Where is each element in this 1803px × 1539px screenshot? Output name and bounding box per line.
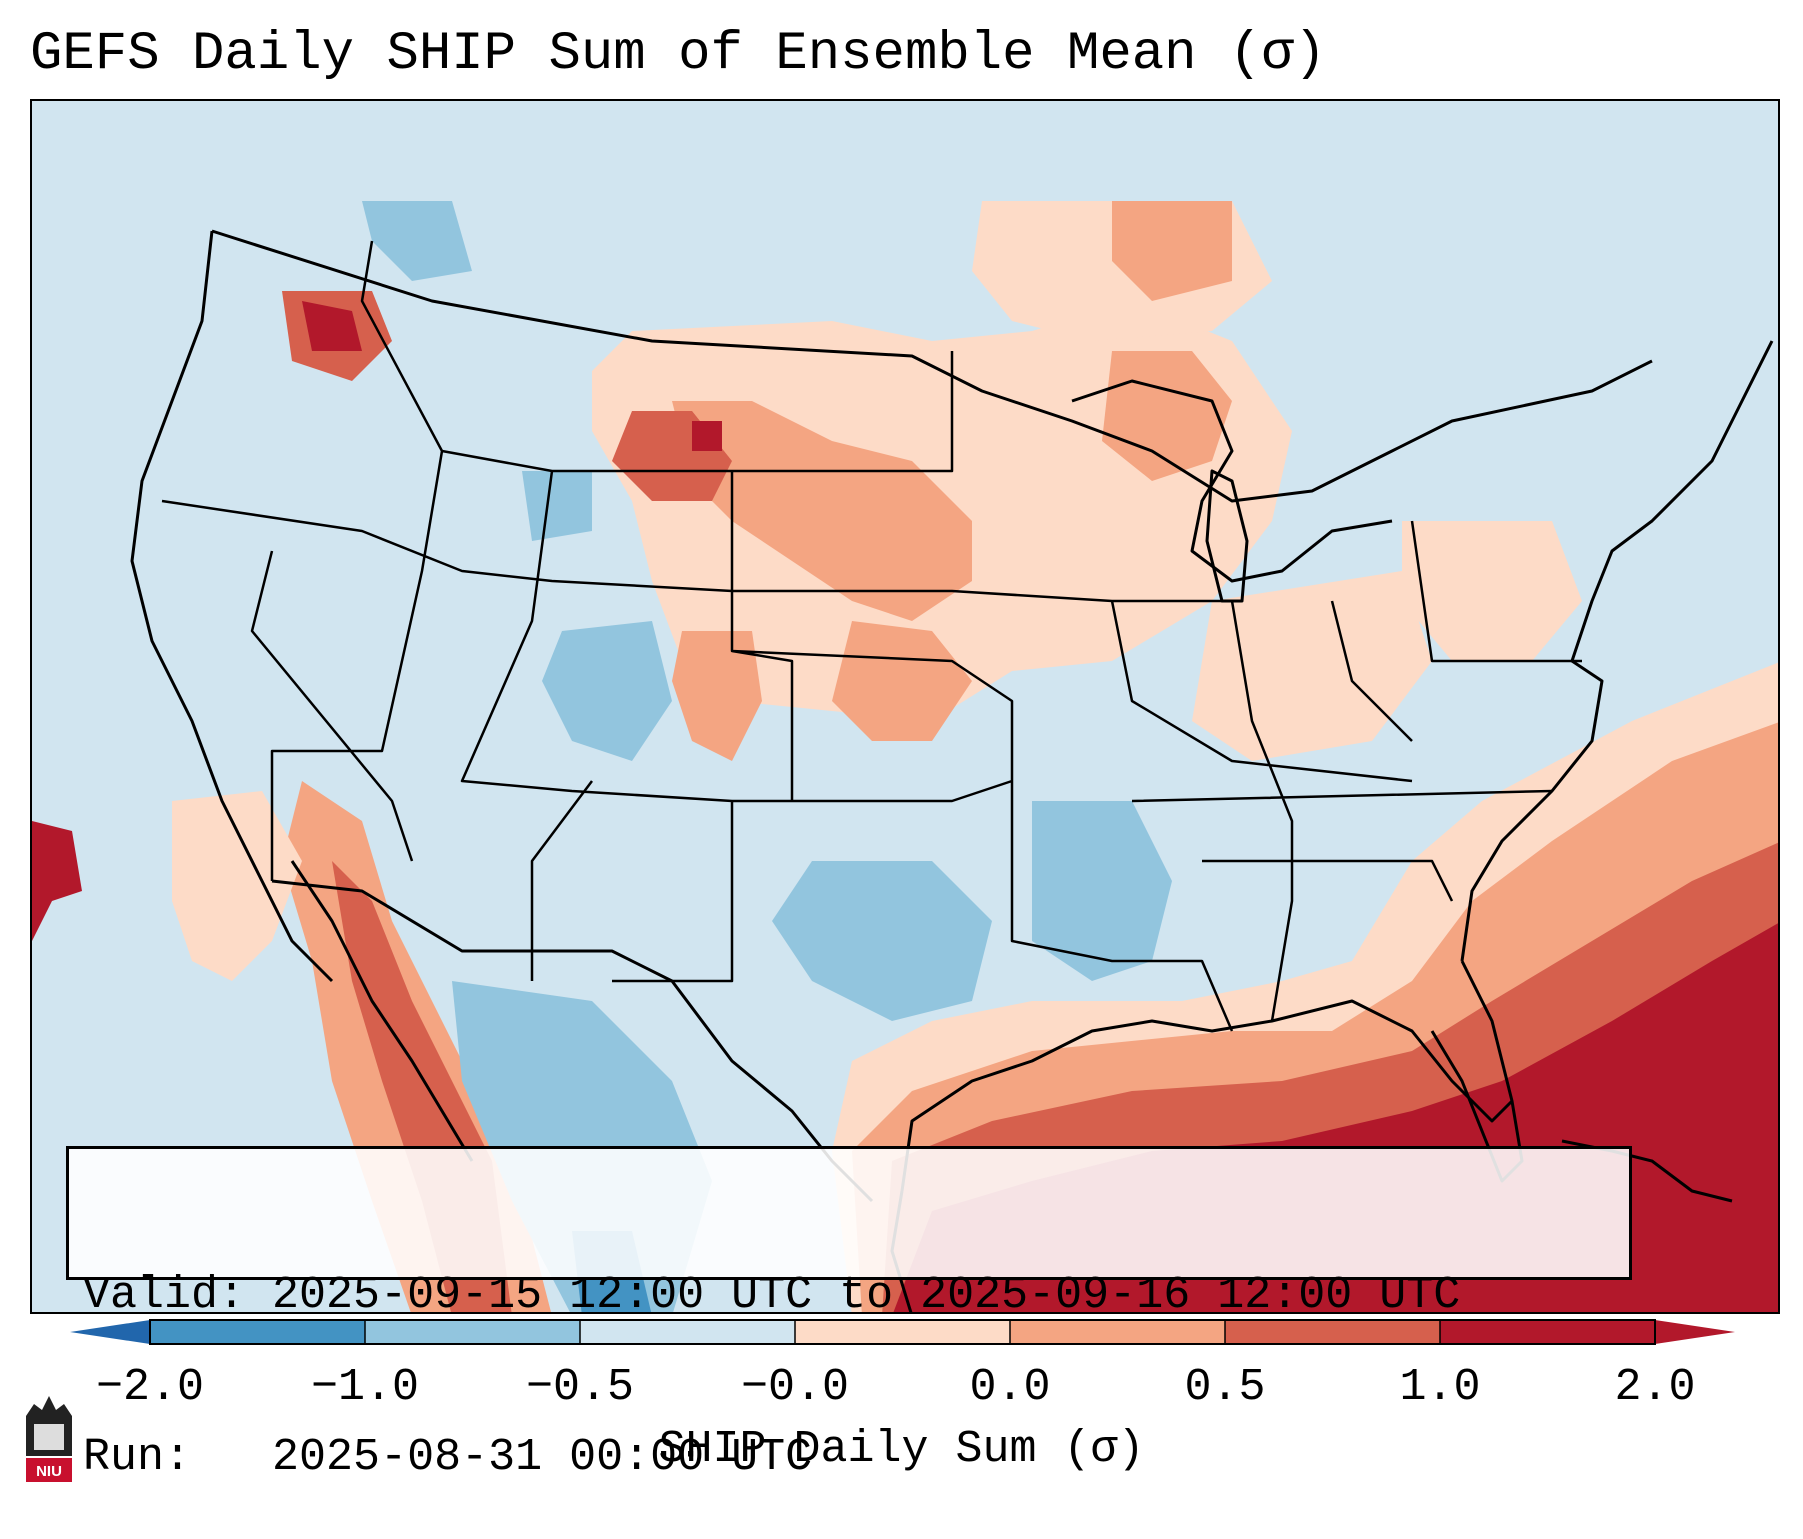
plains-weak-positive <box>672 401 972 621</box>
run-line: Run: 2025-08-31 00:00 UTC <box>83 1431 1615 1485</box>
plains-strong-positive <box>692 421 722 451</box>
validity-info-box: Valid: 2025-09-15 12:00 UTC to 2025-09-1… <box>66 1146 1632 1483</box>
colorbar-tick-label: 2.0 <box>1614 1362 1696 1413</box>
logo-text: NIU <box>36 1463 62 1480</box>
washington-strong-positive <box>302 301 362 351</box>
colorbar-tick-label: −2.0 <box>95 1362 205 1413</box>
chart-title: GEFS Daily SHIP Sum of Ensemble Mean (σ) <box>30 24 1327 85</box>
colorado-weak-negative <box>542 621 672 761</box>
colorbar-segment <box>1010 1320 1226 1344</box>
state-lines <box>161 240 1582 1032</box>
colorbar-extend-low <box>70 1320 150 1344</box>
texas-weak-negative <box>772 861 992 1021</box>
colorbar-segment <box>580 1320 796 1344</box>
pacific-strong-positive <box>32 821 82 941</box>
logo-window <box>34 1424 64 1450</box>
west-coast <box>130 230 334 983</box>
canada-weak-positive <box>1112 201 1232 301</box>
great-lakes <box>1071 379 1393 583</box>
colorbar-tick-label: 1.0 <box>1399 1362 1481 1413</box>
colorbar-label: SHIP Daily Sum (σ) <box>658 1424 1145 1475</box>
colorbar-tick-label: −0.5 <box>525 1362 635 1413</box>
map-svg <box>32 101 1778 1312</box>
valid-value: 2025-09-15 12:00 UTC to 2025-09-16 12:00… <box>272 1270 1461 1321</box>
colorbar-tick-label: 0.0 <box>969 1362 1051 1413</box>
run-label: Run: <box>83 1432 192 1483</box>
colorbar-segments <box>150 1320 1656 1344</box>
colorbar-tick-label: −1.0 <box>310 1362 420 1413</box>
colorbar-segment <box>1225 1320 1441 1344</box>
run-value: 2025-08-31 00:00 UTC <box>272 1432 813 1483</box>
pennsylvania-near-positive <box>1402 521 1582 661</box>
idaho-weak-negative <box>362 201 472 281</box>
map-panel <box>30 99 1780 1314</box>
valid-label: Valid: <box>83 1270 246 1321</box>
baja-near-positive <box>172 791 302 981</box>
colorbar-tick-label: −0.0 <box>740 1362 850 1413</box>
greatlakes-weak-positive <box>1102 351 1232 481</box>
baja-coast <box>290 860 474 1162</box>
us-canada-border <box>211 229 1653 503</box>
colorbar-segment <box>150 1320 366 1344</box>
colorbar-extend-high <box>1655 1320 1735 1344</box>
colorado-weak-positive <box>672 631 762 761</box>
niu-logo: NIU <box>26 1396 72 1482</box>
colorbar <box>70 1319 1735 1345</box>
colorbar-segment <box>365 1320 581 1344</box>
logo-banner <box>26 1458 72 1482</box>
valid-line: Valid: 2025-09-15 12:00 UTC to 2025-09-1… <box>83 1269 1615 1323</box>
colorbar-segment <box>795 1320 1011 1344</box>
kansas-weak-positive <box>832 621 972 741</box>
wyoming-weak-negative <box>522 471 592 541</box>
colorbar-ticks <box>149 1320 1656 1344</box>
lake-michigan <box>1205 469 1249 603</box>
mississippi-weak-negative <box>1032 801 1172 981</box>
colorbar-segment <box>1440 1320 1656 1344</box>
colorbar-tick-label: 0.5 <box>1184 1362 1266 1413</box>
